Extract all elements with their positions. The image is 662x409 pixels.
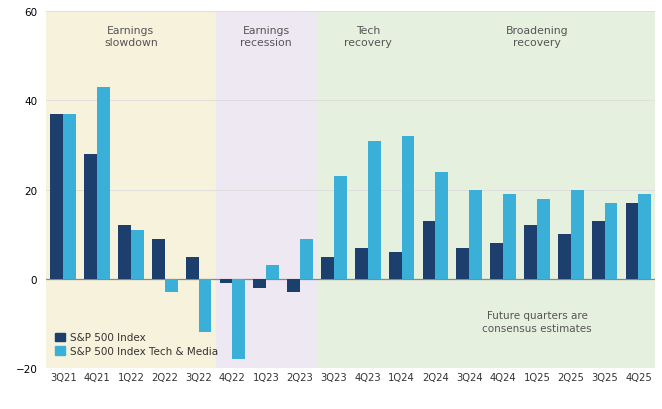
- Bar: [232, 279, 246, 359]
- Bar: [186, 257, 199, 279]
- Bar: [592, 221, 604, 279]
- Text: Tech
recovery: Tech recovery: [344, 26, 392, 48]
- Bar: [402, 137, 414, 279]
- Bar: [152, 239, 165, 279]
- Bar: [558, 235, 571, 279]
- Bar: [638, 195, 651, 279]
- Bar: [64, 115, 76, 279]
- Bar: [389, 252, 402, 279]
- Bar: [469, 190, 482, 279]
- Bar: [503, 195, 516, 279]
- Bar: [50, 115, 64, 279]
- Bar: [456, 248, 469, 279]
- Bar: [131, 230, 144, 279]
- Bar: [626, 204, 638, 279]
- Bar: [199, 279, 211, 333]
- Bar: [368, 141, 381, 279]
- Bar: [604, 204, 618, 279]
- Bar: [524, 226, 537, 279]
- Bar: [321, 257, 334, 279]
- Text: Future quarters are
consensus estimates: Future quarters are consensus estimates: [482, 310, 592, 333]
- Bar: [436, 173, 448, 279]
- Bar: [46, 12, 216, 368]
- Text: Earnings
recession: Earnings recession: [240, 26, 292, 48]
- Bar: [118, 226, 131, 279]
- Bar: [254, 279, 266, 288]
- Bar: [317, 12, 418, 368]
- Bar: [165, 279, 177, 292]
- Bar: [97, 88, 110, 279]
- Text: Broadening
recovery: Broadening recovery: [506, 26, 568, 48]
- Bar: [537, 199, 550, 279]
- Bar: [491, 244, 503, 279]
- Bar: [266, 266, 279, 279]
- Bar: [571, 190, 584, 279]
- Bar: [355, 248, 368, 279]
- Bar: [334, 177, 347, 279]
- Bar: [287, 279, 300, 292]
- Bar: [216, 12, 317, 368]
- Bar: [84, 155, 97, 279]
- Bar: [418, 12, 655, 368]
- Legend: S&P 500 Index, S&P 500 Index Tech & Media: S&P 500 Index, S&P 500 Index Tech & Medi…: [52, 330, 222, 360]
- Bar: [300, 239, 313, 279]
- Bar: [220, 279, 232, 283]
- Text: Earnings
slowdown: Earnings slowdown: [104, 26, 158, 48]
- Bar: [422, 221, 436, 279]
